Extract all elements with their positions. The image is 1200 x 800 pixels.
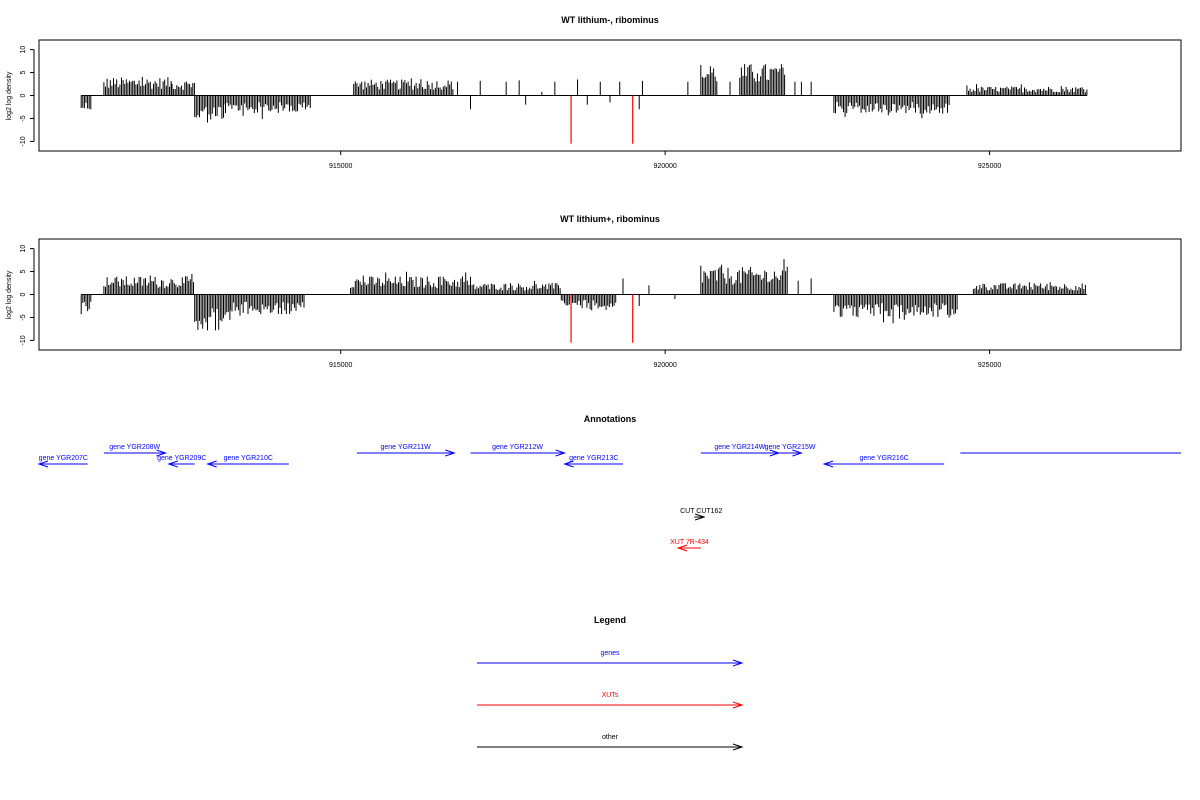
y-tick-label: 0 xyxy=(20,292,27,296)
gene-label: gene YGR208W xyxy=(109,444,160,451)
gene-label: gene YGR215W xyxy=(765,444,816,451)
x-tick-label: 915000 xyxy=(329,163,352,170)
xut-feature: XUT 7R-434 xyxy=(670,539,709,552)
other-feature: CUT CUT162 xyxy=(680,508,722,521)
legend-items: genes XUTs other xyxy=(477,650,744,751)
gene-feature: gene YGR216C xyxy=(822,455,945,468)
arrow-head xyxy=(822,460,834,468)
gene-feature: gene YGR213C xyxy=(562,455,623,468)
gene-feature: gene YGR210C xyxy=(206,455,289,468)
plot-frame xyxy=(38,238,1182,351)
highlight-bars xyxy=(570,95,634,144)
y-tick-label: 10 xyxy=(20,245,27,253)
signal-bars xyxy=(80,259,1086,331)
arrow-head xyxy=(555,449,567,457)
other-label: CUT CUT162 xyxy=(680,508,722,515)
xut-features: XUT 7R-434 xyxy=(670,539,709,552)
y-tick-label: 10 xyxy=(20,46,27,54)
gene-label: gene YGR209C xyxy=(157,455,206,462)
legend-label: XUTs xyxy=(602,692,619,699)
x-axis: 915000 920000 925000 xyxy=(329,350,1001,369)
y-tick-label: 5 xyxy=(20,269,27,273)
arrow-head xyxy=(792,449,803,457)
y-tick-label: -5 xyxy=(20,115,27,121)
gene-feature: gene YGR207C xyxy=(37,455,88,468)
y-tick-label: -5 xyxy=(20,314,27,320)
gene-label: gene YGR211W xyxy=(380,444,431,451)
arrow-head xyxy=(156,449,168,457)
highlight-bars xyxy=(570,294,634,343)
y-tick-label: 0 xyxy=(20,93,27,97)
x-tick-label: 920000 xyxy=(653,362,676,369)
x-tick-label: 920000 xyxy=(653,163,676,170)
y-axis: -10 -5 0 5 10 xyxy=(20,245,35,345)
gene-features: gene YGR207C gene YGR208W gene YGR209C gene… xyxy=(37,444,1181,468)
gene-label: gene YGR212W xyxy=(492,444,543,451)
legend-label: genes xyxy=(600,650,620,657)
gene-feature: gene YGR211W xyxy=(356,444,456,457)
arrow-head xyxy=(562,460,574,468)
arrow-head xyxy=(676,544,688,552)
arrow-head xyxy=(206,460,217,468)
y-axis-label: log2 log density xyxy=(6,71,13,120)
legend-item: XUTs xyxy=(477,692,744,709)
legend-item: genes xyxy=(477,650,744,667)
x-tick-label: 925000 xyxy=(978,163,1001,170)
gene-feature: gene YGR215W xyxy=(765,444,816,457)
track-plot-0: WT lithium-, ribominus log2 log density … xyxy=(6,15,1182,170)
y-tick-label: -10 xyxy=(20,136,27,146)
x-axis: 915000 920000 925000 xyxy=(329,151,1001,170)
gene-feature: gene YGR208W xyxy=(103,444,168,457)
gene-feature: gene YGR209C xyxy=(157,455,206,468)
arrow-head xyxy=(167,460,178,468)
gene-label: gene YGR207C xyxy=(39,455,88,462)
y-axis-label: log2 log density xyxy=(6,270,13,319)
legend-title: Legend xyxy=(594,615,626,625)
track-title: WT lithium+, ribominus xyxy=(560,214,660,224)
arrow-head xyxy=(732,743,744,751)
legend-label: other xyxy=(602,734,619,741)
arrow-head xyxy=(37,460,49,468)
gene-label: gene YGR216C xyxy=(859,455,908,462)
plot-frame xyxy=(38,39,1182,152)
gene-label: gene YGR213C xyxy=(569,455,618,462)
y-tick-label: -10 xyxy=(20,335,27,345)
annotations-title: Annotations xyxy=(584,414,637,424)
y-axis: -10 -5 0 5 10 xyxy=(20,46,35,146)
track-plot-1: WT lithium+, ribominus log2 log density … xyxy=(6,214,1182,369)
x-tick-label: 925000 xyxy=(978,362,1001,369)
legend: Legend genes XUTs other xyxy=(477,615,744,751)
x-tick-label: 915000 xyxy=(329,362,352,369)
arrow-head xyxy=(732,701,744,709)
xut-label: XUT 7R-434 xyxy=(670,539,709,546)
legend-item: other xyxy=(477,734,744,751)
y-tick-label: 5 xyxy=(20,70,27,74)
gene-label: gene YGR210C xyxy=(224,455,273,462)
arrow-head xyxy=(445,449,456,457)
arrow-head xyxy=(732,659,744,667)
gene-feature: gene YGR212W xyxy=(470,444,567,457)
arrow-head xyxy=(694,513,706,521)
track-title: WT lithium-, ribominus xyxy=(561,15,659,25)
other-features: CUT CUT162 xyxy=(680,508,722,521)
signal-bars xyxy=(80,64,1088,123)
gene-label: gene YGR214W xyxy=(714,444,765,451)
